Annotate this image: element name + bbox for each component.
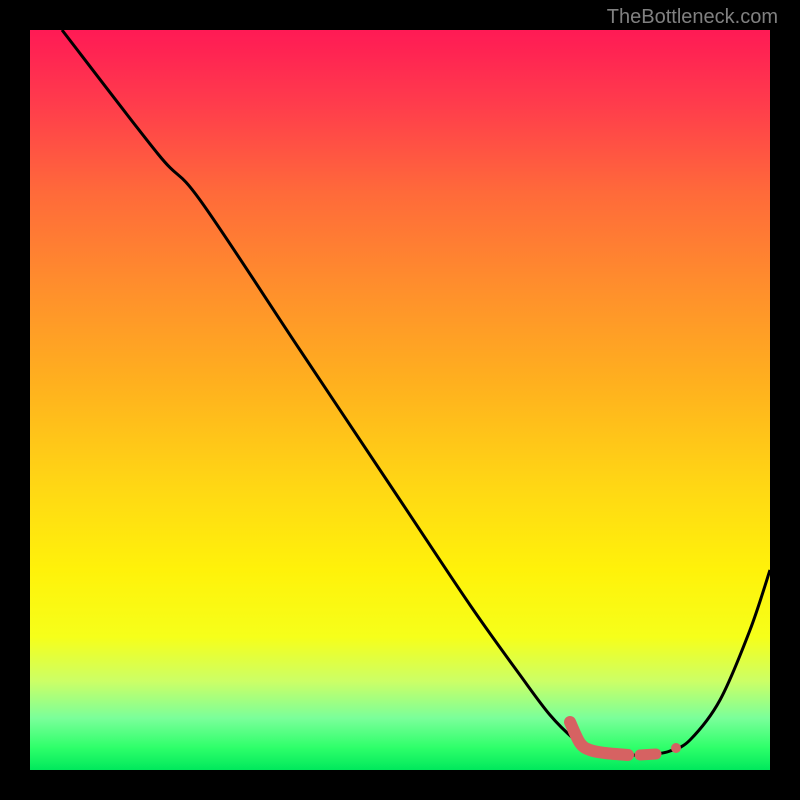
- main-curve: [62, 30, 770, 755]
- curve-layer: [30, 30, 770, 770]
- marker-segment-0: [570, 722, 628, 755]
- marker-segment-1: [640, 754, 656, 755]
- plot-area: [30, 30, 770, 770]
- watermark-text: TheBottleneck.com: [607, 6, 778, 29]
- marker-dot-0: [671, 743, 681, 753]
